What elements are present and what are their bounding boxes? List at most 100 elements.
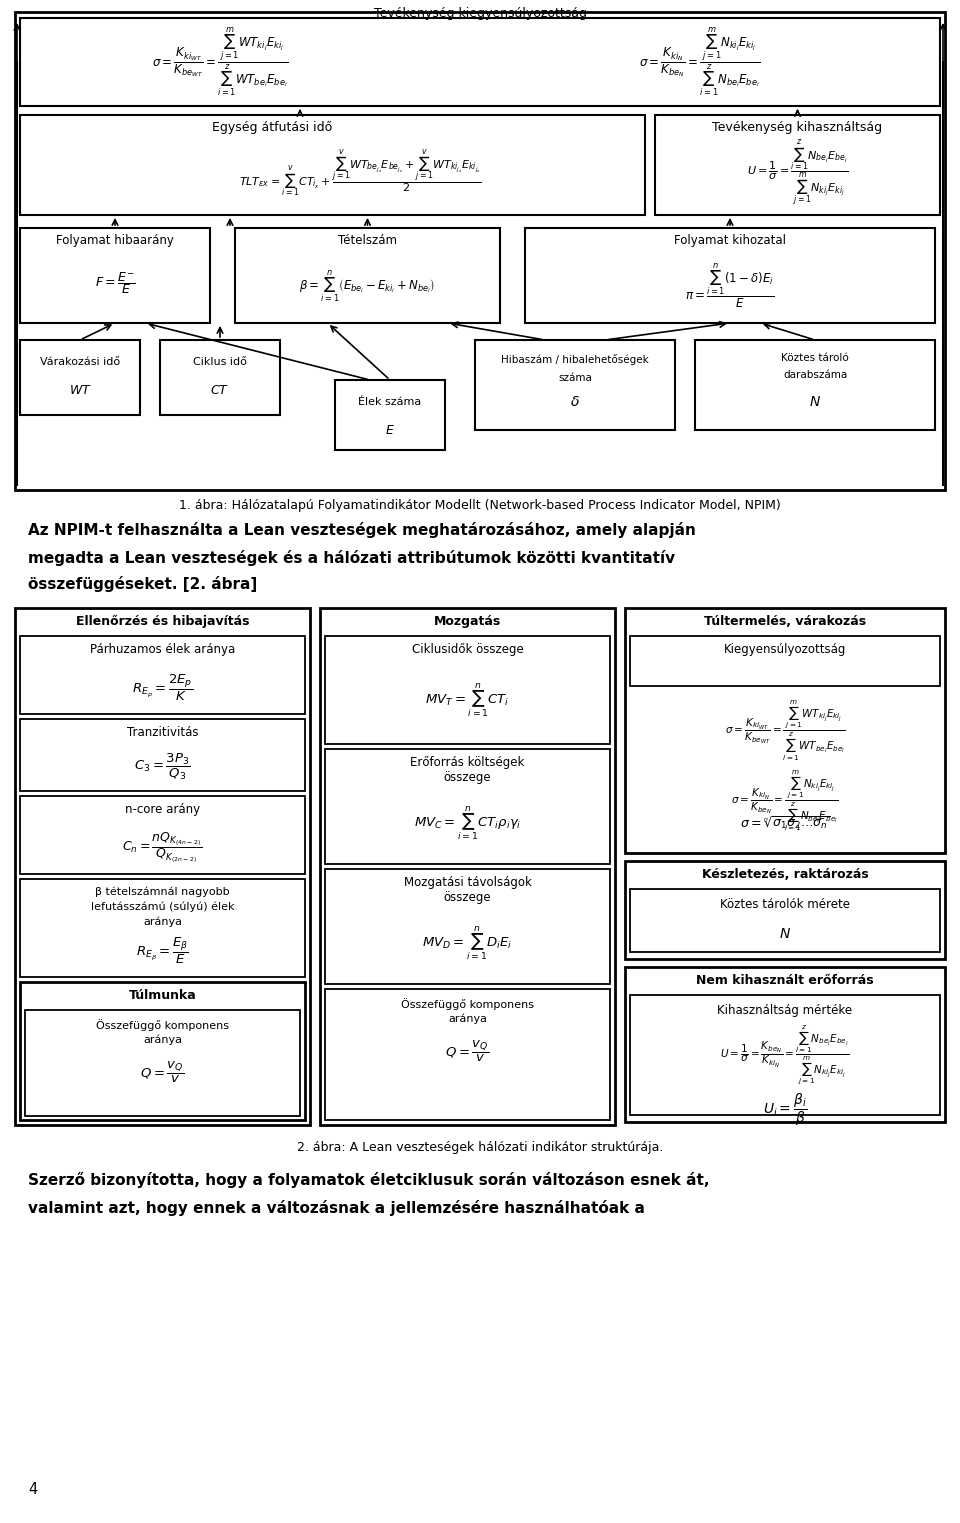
Bar (630, 889, 940, 952)
Bar (20, 340, 140, 414)
Text: $CT$: $CT$ (210, 384, 229, 396)
Text: $MV_C = \sum_{i=1}^{n} CT_i \rho_i \gamma_i$: $MV_C = \sum_{i=1}^{n} CT_i \rho_i \gamm… (414, 806, 521, 844)
Text: $\delta$: $\delta$ (570, 394, 580, 410)
Text: $\sigma = \sqrt[n]{\sigma_1 \sigma_2 \ldots \sigma_n}$: $\sigma = \sqrt[n]{\sigma_1 \sigma_2 \ld… (740, 815, 830, 832)
Bar (630, 995, 940, 1115)
Text: Túltermelés, várakozás: Túltermelés, várakozás (704, 614, 866, 627)
Text: Az NPIM-t felhasználta a Lean veszteségek meghatározásához, amely alapján: Az NPIM-t felhasználta a Lean vesztesége… (28, 522, 696, 538)
Text: száma: száma (558, 373, 592, 382)
Text: $WT$: $WT$ (68, 384, 91, 396)
Bar (475, 340, 675, 429)
Bar (625, 608, 945, 853)
Bar (655, 116, 940, 215)
Bar (320, 608, 615, 1125)
Bar (325, 988, 610, 1119)
Text: darabszáma: darabszáma (782, 370, 847, 381)
Bar (325, 637, 610, 745)
Text: $R_{E_p} = \dfrac{2E_p}{K}$: $R_{E_p} = \dfrac{2E_p}{K}$ (132, 673, 193, 704)
Bar (20, 719, 305, 790)
Text: Nem kihasznált erőforrás: Nem kihasznált erőforrás (696, 973, 874, 987)
Text: összefüggéseket. [2. ábra]: összefüggéseket. [2. ábra] (28, 576, 257, 592)
Bar (625, 860, 945, 959)
Bar (695, 340, 935, 429)
Text: Mozgatási távolságok: Mozgatási távolságok (403, 876, 532, 888)
Text: $N$: $N$ (809, 394, 821, 410)
Text: $U_i = \dfrac{\beta_i}{\beta}$: $U_i = \dfrac{\beta_i}{\beta}$ (763, 1092, 807, 1129)
Text: Köztes tároló: Köztes tároló (781, 353, 849, 362)
Text: Összefüggő komponens: Összefüggő komponens (96, 1019, 229, 1031)
Text: Élek száma: Élek száma (358, 398, 421, 407)
Bar (20, 982, 305, 1119)
Bar (20, 116, 645, 215)
Text: aránya: aránya (143, 1034, 182, 1045)
Text: n-core arány: n-core arány (125, 803, 200, 815)
Text: $\sigma = \dfrac{K_{ki_{WT}}}{K_{be_{WT}}} = \dfrac{\sum_{j=1}^{m} WT_{ki_j} E_{: $\sigma = \dfrac{K_{ki_{WT}}}{K_{be_{WT}… (152, 26, 288, 99)
Bar (25, 1010, 300, 1116)
Text: összege: összege (444, 771, 492, 783)
Text: Túlmunka: Túlmunka (129, 988, 197, 1002)
Text: $C_n = \dfrac{nQ_{K_{(4n-2)}}}{Q_{K_{(2n-2)}}}$: $C_n = \dfrac{nQ_{K_{(4n-2)}}}{Q_{K_{(2n… (123, 830, 203, 865)
Bar (15, 12, 945, 490)
Text: Tételszám: Tételszám (338, 233, 397, 247)
Text: 4: 4 (28, 1482, 37, 1497)
Text: Egység átfutási idő: Egység átfutási idő (212, 120, 332, 134)
Text: Ciklus idő: Ciklus idő (193, 356, 247, 367)
Text: $U = \dfrac{1}{\sigma} = \dfrac{\sum_{i=1}^{z} N_{be_i} E_{be_i}}{\sum_{j=1}^{m}: $U = \dfrac{1}{\sigma} = \dfrac{\sum_{i=… (747, 139, 849, 207)
Text: Párhuzamos élek aránya: Párhuzamos élek aránya (90, 643, 235, 655)
Text: Mozgatás: Mozgatás (434, 614, 501, 627)
Text: $MV_T = \sum_{i=1}^{n} CT_i$: $MV_T = \sum_{i=1}^{n} CT_i$ (425, 682, 510, 720)
Text: Összefüggő komponens: Összefüggő komponens (401, 998, 534, 1010)
Text: Köztes tárolók mérete: Köztes tárolók mérete (720, 897, 850, 911)
Text: $\sigma = \dfrac{K_{ki_N}}{K_{be_N}} = \dfrac{\sum_{j=1}^{m} N_{ki_j} E_{ki_j}}{: $\sigma = \dfrac{K_{ki_N}}{K_{be_N}} = \… (732, 769, 839, 833)
Bar (525, 228, 935, 323)
Text: $N$: $N$ (779, 928, 791, 941)
Text: $\beta = \sum_{i=1}^{n}\left(E_{be_i} - E_{ki_i} + N_{be_i}\right)$: $\beta = \sum_{i=1}^{n}\left(E_{be_i} - … (300, 268, 436, 303)
Bar (630, 637, 940, 685)
Text: Folyamat kihozatal: Folyamat kihozatal (674, 233, 786, 247)
Text: Folyamat hibaarány: Folyamat hibaarány (56, 233, 174, 247)
Text: $TLT_{\varepsilon x} = \sum_{i=1}^{v} CT_{i_x} + \dfrac{\sum_{j=1}^{v} WT_{be_{j: $TLT_{\varepsilon x} = \sum_{i=1}^{v} CT… (239, 148, 481, 200)
Bar (625, 967, 945, 1122)
Text: $Q = \dfrac{v_Q}{v}$: $Q = \dfrac{v_Q}{v}$ (445, 1039, 490, 1063)
Text: Szerző bizonyította, hogy a folyamatok életciklusuk során változáson esnek át,: Szerző bizonyította, hogy a folyamatok é… (28, 1173, 709, 1188)
Text: megadta a Lean veszteségek és a hálózati attribútumok közötti kvantitatív: megadta a Lean veszteségek és a hálózati… (28, 550, 675, 567)
Text: Ellenőrzés és hibajavítás: Ellenőrzés és hibajavítás (76, 614, 250, 627)
Text: $\pi = \dfrac{\sum_{i=1}^{n}(1-\delta)E_i}{E}$: $\pi = \dfrac{\sum_{i=1}^{n}(1-\delta)E_… (685, 262, 775, 311)
Text: Hibaszám / hibalehetőségek: Hibaszám / hibalehetőségek (501, 355, 649, 366)
Text: β tételszámnál nagyobb: β tételszámnál nagyobb (95, 886, 229, 897)
Text: $C_3 = \dfrac{3P_3}{Q_3}$: $C_3 = \dfrac{3P_3}{Q_3}$ (134, 752, 191, 783)
Text: $MV_D = \sum_{i=1}^{n} D_i E_i$: $MV_D = \sum_{i=1}^{n} D_i E_i$ (422, 924, 513, 963)
Text: Tranzitivitás: Tranzitivitás (127, 725, 199, 739)
Text: Kiegyensúlyozottság: Kiegyensúlyozottság (724, 643, 846, 655)
Bar (20, 18, 940, 107)
Bar (20, 879, 305, 976)
Text: $R_{E_\beta} = \dfrac{E_\beta}{E}$: $R_{E_\beta} = \dfrac{E_\beta}{E}$ (136, 935, 189, 966)
Text: $Q = \dfrac{v_Q}{v}$: $Q = \dfrac{v_Q}{v}$ (140, 1058, 184, 1084)
Text: lefutásszámú (súlyú) élek: lefutásszámú (súlyú) élek (91, 902, 234, 912)
Text: 2. ábra: A Lean veszteségek hálózati indikátor struktúrája.: 2. ábra: A Lean veszteségek hálózati ind… (297, 1141, 663, 1153)
Text: valamint azt, hogy ennek a változásnak a jellemzésére használhatóak a: valamint azt, hogy ennek a változásnak a… (28, 1200, 645, 1215)
Text: $F = \dfrac{E^{-}}{E}$: $F = \dfrac{E^{-}}{E}$ (94, 270, 135, 295)
Text: aránya: aránya (448, 1014, 487, 1025)
Text: Készletezés, raktározás: Készletezés, raktározás (702, 868, 869, 880)
Text: $E$: $E$ (385, 423, 395, 437)
Text: $\sigma = \dfrac{K_{ki_N}}{K_{be_N}} = \dfrac{\sum_{j=1}^{m} N_{ki_j} E_{ki_j}}{: $\sigma = \dfrac{K_{ki_N}}{K_{be_N}} = \… (639, 26, 760, 99)
Bar (325, 749, 610, 864)
Text: Várakozási idő: Várakozási idő (40, 356, 120, 367)
Text: $U = \dfrac{1}{\sigma} = \dfrac{K_{be_N}}{K_{ki_N}} = \dfrac{\sum_{l=1}^{z} N_{b: $U = \dfrac{1}{\sigma} = \dfrac{K_{be_N}… (720, 1023, 850, 1086)
Text: összege: összege (444, 891, 492, 903)
Bar (335, 381, 445, 449)
Text: 1. ábra: Hálózatalapú Folyamatindikátor Modellt (Network-based Process Indicator: 1. ábra: Hálózatalapú Folyamatindikátor … (180, 498, 780, 512)
Bar (160, 340, 280, 414)
Bar (20, 228, 210, 323)
Text: $\sigma = \dfrac{K_{ki_{WT}}}{K_{be_{WT}}} = \dfrac{\sum_{j=1}^{m} WT_{ki_j} E_{: $\sigma = \dfrac{K_{ki_{WT}}}{K_{be_{WT}… (725, 699, 846, 763)
Bar (235, 228, 500, 323)
Text: Erőforrás költségek: Erőforrás költségek (410, 755, 525, 769)
Bar (20, 797, 305, 874)
Bar (325, 870, 610, 984)
Text: aránya: aránya (143, 917, 182, 928)
Text: Ciklusidők összege: Ciklusidők összege (412, 643, 523, 655)
Text: Tevékenység kihasználtság: Tevékenység kihasználtság (712, 120, 882, 134)
Bar (15, 608, 310, 1125)
Text: Tevékenység kiegyensúlyozottság: Tevékenység kiegyensúlyozottság (373, 6, 587, 20)
